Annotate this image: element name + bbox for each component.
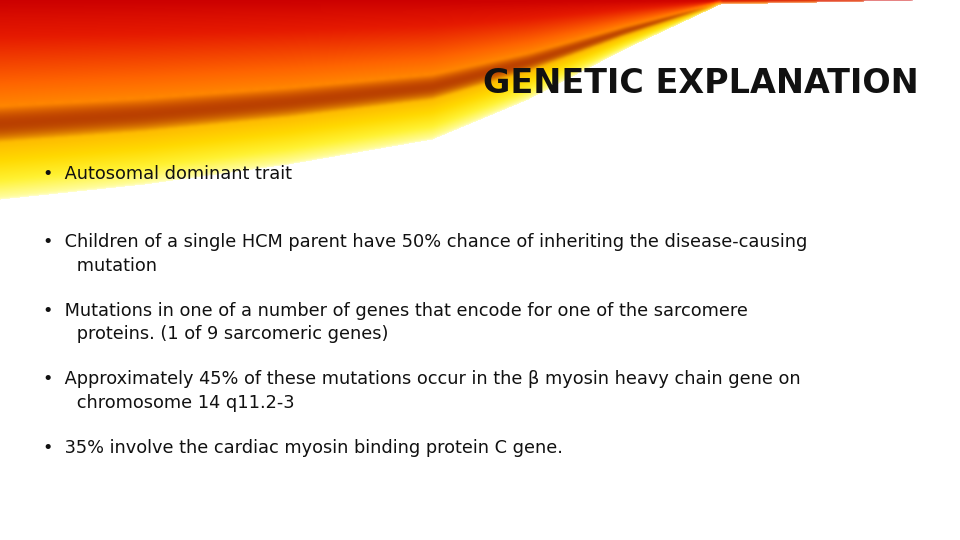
Text: •  Approximately 45% of these mutations occur in the β myosin heavy chain gene o: • Approximately 45% of these mutations o… bbox=[43, 370, 801, 412]
Text: •  35% involve the cardiac myosin binding protein C gene.: • 35% involve the cardiac myosin binding… bbox=[43, 439, 564, 457]
Text: GENETIC EXPLANATION: GENETIC EXPLANATION bbox=[483, 67, 919, 100]
Text: •  Autosomal dominant trait: • Autosomal dominant trait bbox=[43, 165, 292, 183]
Text: •  Mutations in one of a number of genes that encode for one of the sarcomere
  : • Mutations in one of a number of genes … bbox=[43, 302, 748, 343]
Text: •  Children of a single HCM parent have 50% chance of inheriting the disease-cau: • Children of a single HCM parent have 5… bbox=[43, 233, 807, 275]
